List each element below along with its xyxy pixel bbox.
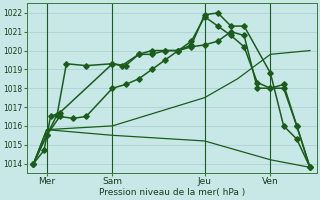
X-axis label: Pression niveau de la mer( hPa ): Pression niveau de la mer( hPa ) bbox=[99, 188, 245, 197]
